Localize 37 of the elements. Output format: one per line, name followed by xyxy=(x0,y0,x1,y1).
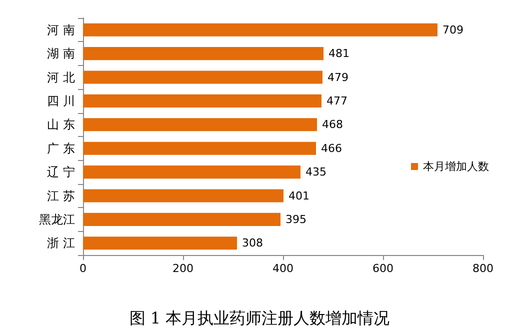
y-tick-label: 黑龙江 xyxy=(39,212,75,226)
legend-label: 本月增加人数 xyxy=(423,160,489,173)
y-tick-label: 湖 南 xyxy=(47,46,75,61)
y-tick-label: 辽 宁 xyxy=(47,165,75,180)
data-label: 709 xyxy=(442,23,464,36)
x-tick-label: 400 xyxy=(272,262,294,275)
bar xyxy=(83,70,322,84)
data-label: 481 xyxy=(328,47,350,60)
data-label: 308 xyxy=(242,236,263,250)
bar xyxy=(83,236,237,250)
y-tick-label: 山 东 xyxy=(47,118,75,132)
data-label: 477 xyxy=(326,94,348,108)
x-tick-label: 600 xyxy=(372,262,394,275)
text: 图 1 本月执业药师注册人数增加情况 xyxy=(129,308,390,328)
data-label: 466 xyxy=(321,142,342,155)
bar xyxy=(83,189,284,202)
data-label: 401 xyxy=(288,189,310,202)
bar xyxy=(83,142,316,155)
y-tick-label: 广 东 xyxy=(47,141,75,156)
y-tick-label: 河 北 xyxy=(47,70,75,84)
data-label: 479 xyxy=(328,70,348,84)
bar xyxy=(83,118,317,132)
x-tick-label: 0 xyxy=(80,262,86,275)
bar xyxy=(83,212,280,226)
x-tick-label: 200 xyxy=(172,262,194,275)
y-tick-label: 四 川 xyxy=(47,94,75,108)
y-tick-label: 河 南 xyxy=(47,22,75,37)
data-label: 395 xyxy=(286,212,306,226)
bar xyxy=(83,94,322,108)
bar xyxy=(83,23,438,36)
bar xyxy=(83,47,324,60)
x-tick-label: 800 xyxy=(472,262,494,275)
bar xyxy=(83,166,300,179)
data-label: 435 xyxy=(306,166,326,179)
y-tick-label: 浙 江 xyxy=(47,236,75,250)
data-label: 468 xyxy=(322,118,343,132)
y-tick-label: 江 苏 xyxy=(47,188,75,203)
